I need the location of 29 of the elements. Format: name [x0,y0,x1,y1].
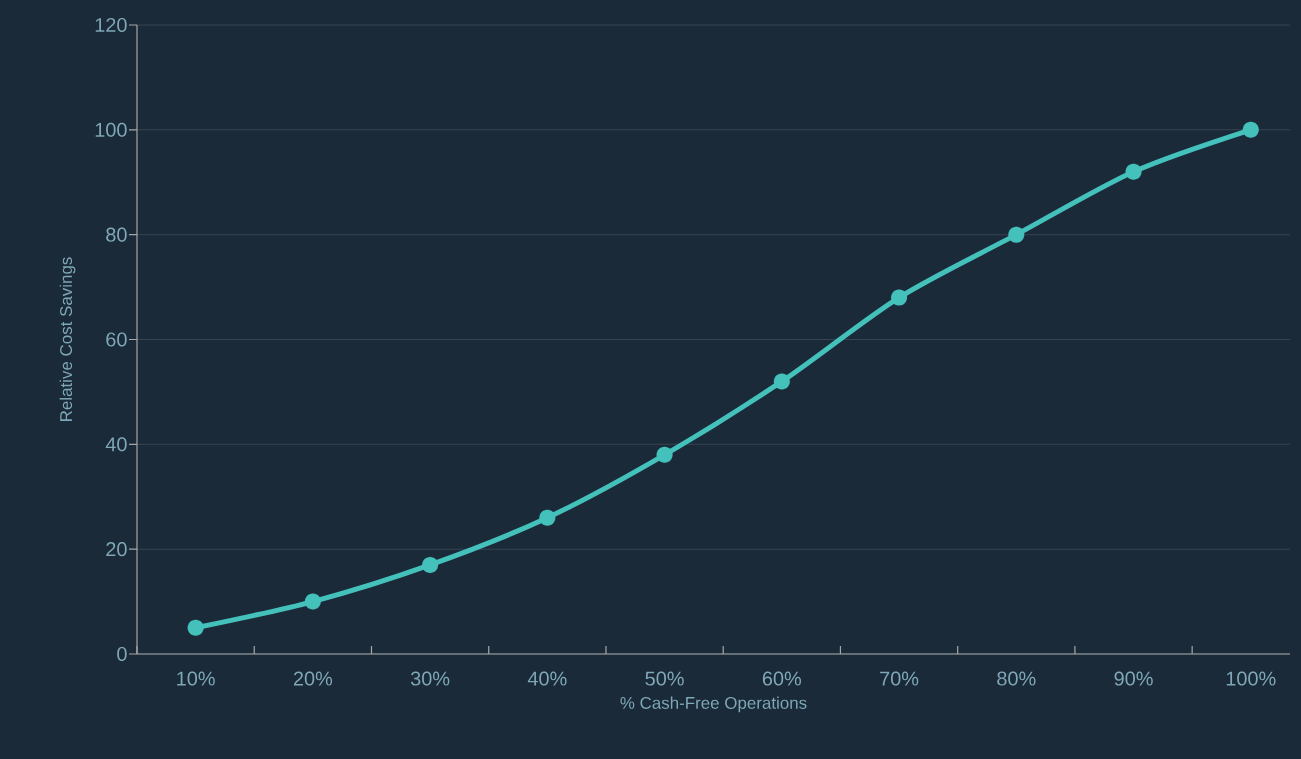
y-tick-label: 80 [106,227,127,242]
y-tick-label: 20 [106,542,127,557]
point [656,446,673,463]
point [1242,121,1259,138]
y-tick-label: 100 [95,122,127,137]
point [773,373,790,390]
point [539,509,556,526]
x-tick-label: 40% [527,671,567,686]
x-tick-label: 50% [645,671,684,686]
point [187,619,204,636]
point [1125,163,1142,180]
y-tick-label: 120 [95,17,127,33]
x-tick-label: 20% [293,671,333,686]
x-axis-title: % Cash-Free Operations [620,696,807,713]
point [422,556,439,573]
y-tick-label: 0 [117,646,127,662]
x-tick-label: 30% [410,671,450,686]
x-tick-label: 90% [1114,671,1153,686]
y-tick-label: 60 [106,332,127,347]
x-tick-label: 80% [997,671,1036,686]
x-tick-label: 10% [177,671,215,686]
y-tick-label: 40 [105,437,127,452]
x-tick-label: 60% [762,671,802,686]
point [891,289,908,306]
y-axis-title: Relative Cost Savings [59,257,76,421]
point [1008,226,1025,243]
x-tick-label: 70% [880,671,919,686]
point [304,593,321,610]
x-tick-label: 100% [1226,671,1276,686]
